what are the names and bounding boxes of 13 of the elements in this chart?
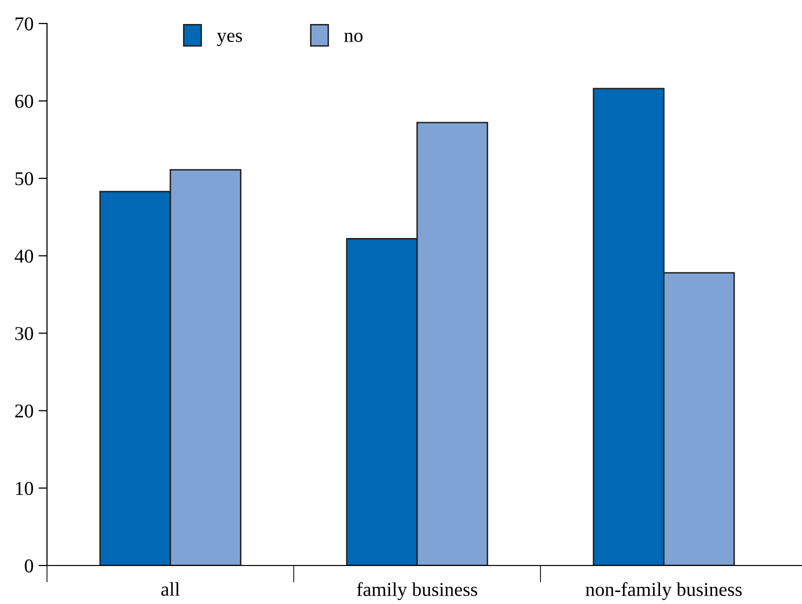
legend-label: no <box>344 32 363 42</box>
x-tick-label: non-family business <box>586 582 742 600</box>
y-tick-label: 30 <box>15 327 34 340</box>
y-tick-label: 10 <box>16 482 34 496</box>
y-tick-label: 70 <box>16 17 34 30</box>
legend-label: yes <box>217 32 242 46</box>
y-tick-label: 0 <box>24 559 34 572</box>
x-tick-label: all <box>161 582 180 596</box>
y-tick-label: 60 <box>15 94 34 108</box>
x-tick-label: family business <box>356 582 478 600</box>
y-tick-label: 20 <box>15 404 34 418</box>
y-tick-label: 50 <box>15 172 34 186</box>
y-tick-label: 40 <box>14 250 34 263</box>
